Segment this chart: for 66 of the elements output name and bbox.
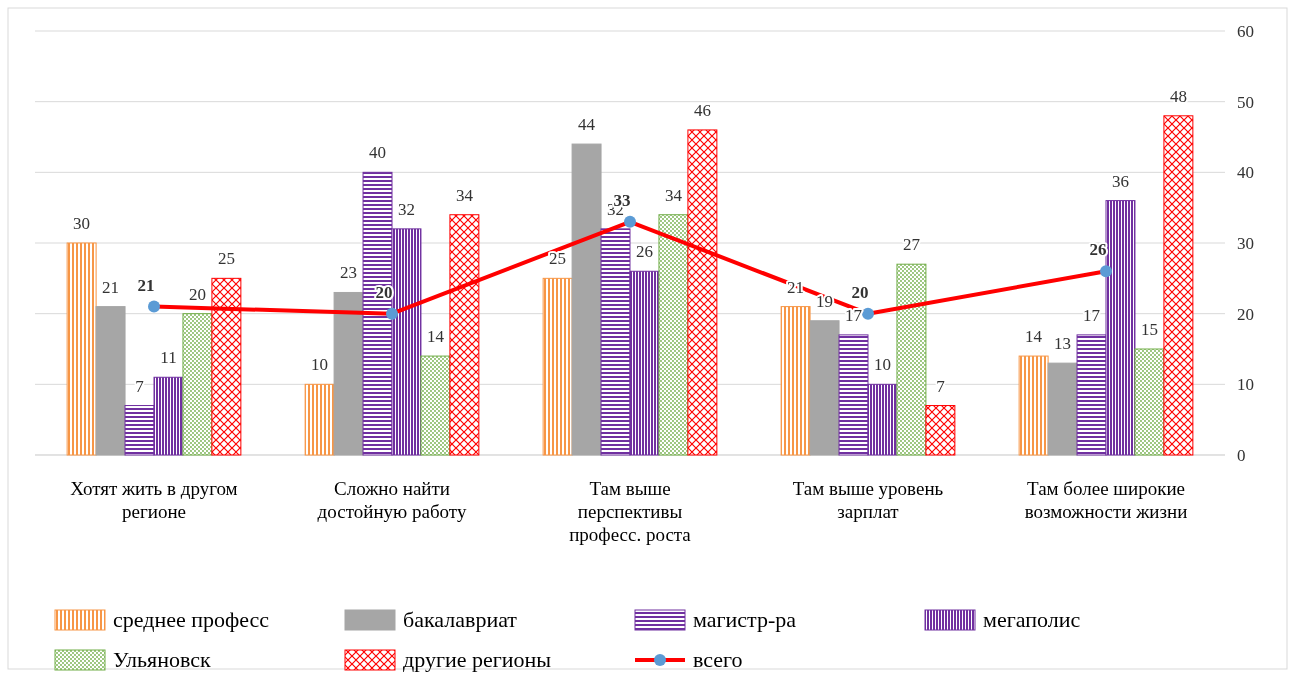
y-tick-label: 20 xyxy=(1237,304,1254,324)
legend-label: Ульяновск xyxy=(113,647,212,672)
y-tick-label: 0 xyxy=(1237,445,1246,465)
data-label: 23 xyxy=(340,263,358,283)
data-label: 21 xyxy=(102,277,120,297)
bar xyxy=(66,242,97,456)
data-label: 40 xyxy=(369,143,387,163)
bar xyxy=(1134,348,1165,456)
data-label: 7 xyxy=(135,376,145,396)
data-label: 10 xyxy=(311,355,329,375)
legend-label: другие регионы xyxy=(403,647,552,672)
data-label: 11 xyxy=(160,348,177,368)
legend-label: всего xyxy=(693,647,743,672)
data-label: 32 xyxy=(397,199,415,219)
x-tick-label: Сложно найти достойную работу xyxy=(317,478,467,522)
data-label: 36 xyxy=(1111,171,1129,191)
y-tick-label: 60 xyxy=(1237,21,1254,41)
bar xyxy=(1163,115,1194,456)
bar xyxy=(780,306,811,456)
legend-label: бакалавриат xyxy=(403,607,518,632)
bar xyxy=(542,277,573,456)
data-label: 48 xyxy=(1169,86,1187,106)
data-label: 34 xyxy=(455,185,474,205)
data-label: 17 xyxy=(845,305,863,325)
x-tick-label: Там выше перспективы професс. роста xyxy=(569,478,692,545)
data-label: 25 xyxy=(217,249,235,269)
bar xyxy=(809,320,840,456)
data-label: 30 xyxy=(73,214,91,233)
x-tick-label: Там выше уровень зарплат xyxy=(792,478,944,522)
data-label: 44 xyxy=(578,115,596,135)
legend-label: среднее професс xyxy=(113,607,270,632)
bar xyxy=(420,355,451,456)
data-label: 25 xyxy=(549,249,567,269)
data-label: 26 xyxy=(635,242,653,262)
data-label: 21 xyxy=(137,275,155,295)
x-tick-label: Там более широкие возможности жизни xyxy=(1024,478,1188,522)
data-label: 17 xyxy=(1083,305,1101,325)
legend-label: мегаполис xyxy=(983,607,1081,632)
bar xyxy=(571,143,602,456)
data-label: 34 xyxy=(664,185,683,205)
data-label: 13 xyxy=(1054,334,1072,354)
data-label: 14 xyxy=(1025,327,1043,347)
data-label: 26 xyxy=(1089,240,1107,260)
x-tick-label: Хотят жить в другом регионе xyxy=(70,478,238,522)
data-label: 14 xyxy=(426,327,445,347)
data-label: 20 xyxy=(851,282,869,302)
bar xyxy=(1047,362,1078,456)
y-tick-label: 30 xyxy=(1237,233,1254,253)
data-label: 7 xyxy=(936,376,946,396)
legend-label: магистр-ра xyxy=(693,607,797,632)
data-label: 15 xyxy=(1140,320,1158,339)
y-tick-label: 50 xyxy=(1237,92,1254,112)
bar xyxy=(658,214,689,456)
bar xyxy=(925,405,956,456)
bar xyxy=(304,383,335,456)
data-label: 27 xyxy=(902,235,921,255)
bar xyxy=(182,313,213,456)
data-label: 46 xyxy=(693,100,711,120)
bar xyxy=(333,291,364,456)
y-tick-label: 40 xyxy=(1237,163,1254,183)
bar xyxy=(896,263,927,456)
bar xyxy=(95,306,126,456)
data-label: 10 xyxy=(873,355,891,375)
bar xyxy=(1018,355,1049,456)
data-label: 20 xyxy=(188,284,206,304)
y-tick-label: 10 xyxy=(1237,375,1254,395)
